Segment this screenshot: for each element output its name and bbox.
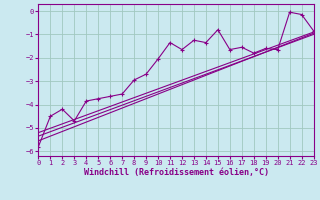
X-axis label: Windchill (Refroidissement éolien,°C): Windchill (Refroidissement éolien,°C) bbox=[84, 168, 268, 177]
